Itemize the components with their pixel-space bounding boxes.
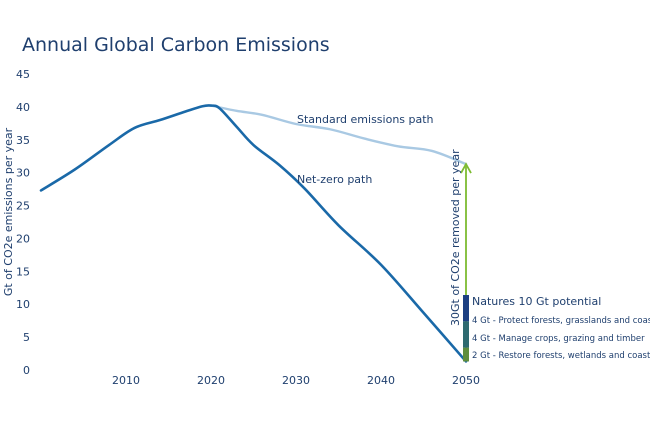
nature-bar-segment [463,295,469,322]
chart-title: Annual Global Carbon Emissions [22,34,330,56]
standard-emissions-label: Standard emissions path [297,113,434,126]
net-zero-label: Net-zero path [297,173,372,186]
x-tick-label: 2010 [112,374,140,387]
y-tick-label: 5 [23,331,30,344]
nature-bar-title: Natures 10 Gt potential [472,295,601,308]
removal-arrow-head [460,162,472,174]
y-tick-label: 45 [16,68,30,81]
annotation-layer: Standard emissions path Net-zero path 30Gt… [297,113,650,362]
removal-arrow-label: 30Gt of CO2e removed per year [449,149,462,326]
nature-bar-segment-label: 4 Gt - Manage crops, grazing and timber [472,334,645,344]
y-tick-label: 0 [23,364,30,377]
nature-bar-segment-label: 2 Gt - Restore forests, wetlands and coa… [472,351,650,361]
y-tick-label: 30 [16,167,30,180]
net-zero-line [39,104,468,363]
y-axis-ticks: 0 5 10 15 20 25 30 35 40 45 [16,68,30,377]
series-layer [39,104,468,363]
x-tick-label: 2020 [197,374,225,387]
x-tick-label: 2040 [367,374,395,387]
nature-bar-segment [463,347,469,362]
y-tick-label: 35 [16,134,30,147]
y-axis-label: Gt of CO2e emissions per year [2,127,15,296]
nature-bar-segment [463,321,469,348]
nature-bar-segment-label: 4 Gt - Protect forests, grasslands and c… [472,316,650,326]
x-tick-label: 2050 [452,374,480,387]
y-tick-label: 25 [16,200,30,213]
y-tick-label: 20 [16,232,30,245]
x-axis-ticks: 2010 2020 2030 2040 2050 [112,374,480,387]
x-tick-label: 2030 [282,374,310,387]
standard-emissions-line [209,104,468,166]
y-tick-label: 40 [16,101,30,114]
y-tick-label: 10 [16,298,30,311]
y-tick-label: 15 [16,265,30,278]
